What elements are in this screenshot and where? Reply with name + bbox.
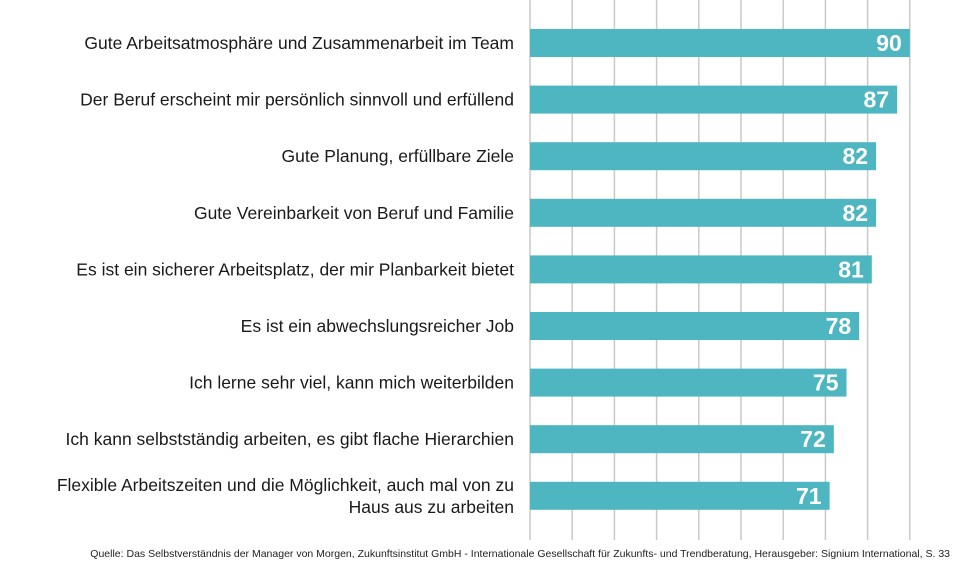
value-label: 75 — [813, 370, 839, 396]
value-label: 72 — [800, 426, 826, 452]
value-label: 81 — [838, 256, 864, 282]
bar — [530, 198, 877, 227]
bar-chart: 90 87 82 82 81 78 75 72 71 Gute Arbeitsatmosphär… — [57, 0, 911, 540]
bar — [530, 255, 872, 284]
value-label: 82 — [842, 200, 868, 226]
bar — [530, 312, 860, 340]
value-label: 90 — [876, 30, 902, 56]
category-labels-group: Gute Arbeitsatmosphäre und Zusammenarbei… — [57, 33, 514, 517]
category-label: Gute Planung, erfüllbare Ziele — [282, 146, 515, 166]
category-label: Es ist ein abwechslungsreicher Job — [241, 316, 514, 336]
category-label: Flexible Arbeitszeiten und die Möglichke… — [57, 475, 514, 517]
bar — [530, 425, 834, 454]
category-label: Gute Vereinbarkeit von Beruf und Familie — [194, 203, 514, 223]
category-label: Ich kann selbstständig arbeiten, es gibt… — [66, 429, 514, 449]
value-label: 87 — [864, 87, 890, 113]
bar — [530, 85, 898, 114]
bar — [530, 481, 830, 510]
value-label: 71 — [796, 483, 822, 509]
bars-group: 90 87 82 82 81 78 75 72 71 — [530, 29, 910, 510]
bar — [530, 368, 847, 397]
source-note: Quelle: Das Selbstverständnis der Manage… — [90, 548, 950, 560]
category-label: Gute Arbeitsatmosphäre und Zusammenarbei… — [84, 33, 514, 53]
bar — [530, 142, 877, 171]
category-label: Der Beruf erscheint mir persönlich sinnv… — [80, 90, 514, 110]
category-label: Ich lerne sehr viel, kann mich weiterbil… — [189, 373, 514, 393]
value-label: 82 — [842, 143, 868, 169]
bar — [530, 29, 910, 57]
value-label: 78 — [826, 313, 852, 339]
category-label: Es ist ein sicherer Arbeitsplatz, der mi… — [76, 259, 514, 279]
